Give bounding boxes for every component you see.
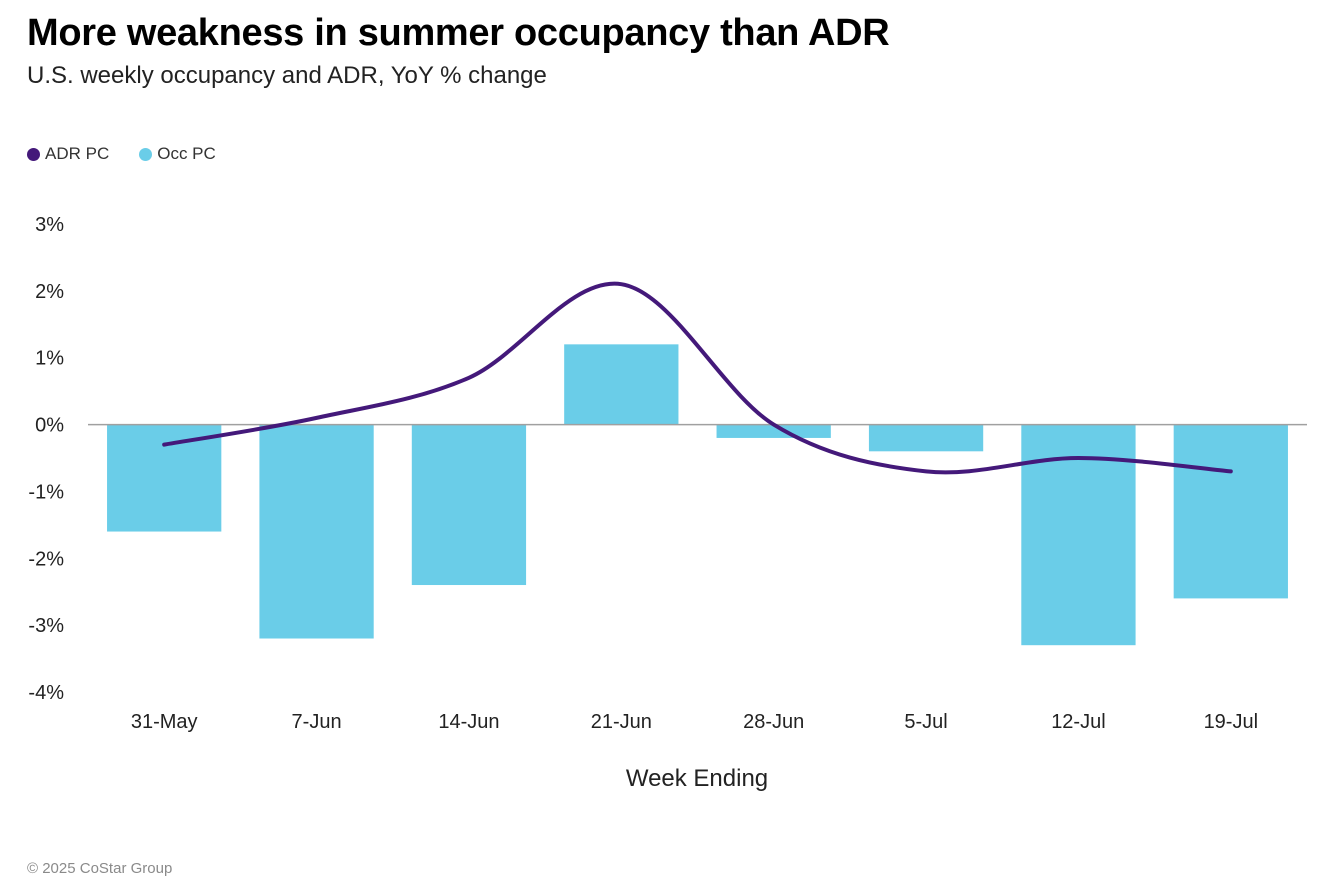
y-tick-label: -4% [28, 682, 64, 704]
x-tick-label: 7-Jun [292, 711, 342, 733]
x-tick-label: 5-Jul [904, 711, 947, 733]
copyright: © 2025 CoStar Group [27, 860, 173, 877]
occ-bar [564, 344, 679, 425]
occ-bar [1173, 424, 1288, 599]
occ-bar [868, 424, 984, 452]
occ-bar [411, 424, 527, 586]
occ-bars [107, 344, 1288, 646]
legend: ADR PC Occ PC [27, 144, 246, 164]
x-tick-label: 19-Jul [1204, 711, 1258, 733]
x-tick-label: 12-Jul [1051, 711, 1105, 733]
x-tick-label: 31-May [131, 711, 198, 733]
y-tick-label: 0% [35, 415, 64, 437]
occ-bar [107, 424, 222, 532]
y-tick-label: 1% [35, 348, 64, 370]
y-axis-ticks: 3% 2% 1% 0% -1% -2% -3% -4% [28, 214, 64, 704]
x-tick-label: 21-Jun [591, 711, 652, 733]
adr-line [162, 281, 1233, 475]
y-tick-label: -3% [28, 615, 64, 637]
legend-item-adr: ADR PC [27, 144, 109, 164]
legend-swatch-occ [139, 147, 153, 161]
x-tick-label: 14-Jun [438, 711, 499, 733]
x-axis-ticks: 31-May 7-Jun 14-Jun 21-Jun 28-Jun 5-Jul 12-Jul… [131, 711, 1258, 733]
x-tick-label: 28-Jun [743, 711, 804, 733]
y-tick-label: 2% [35, 281, 64, 303]
y-tick-label: -1% [28, 481, 64, 503]
y-tick-label: 3% [35, 214, 64, 236]
legend-label-adr: ADR PC [45, 144, 110, 163]
occ-bar [259, 424, 374, 639]
x-axis-label: Week Ending [626, 765, 768, 792]
legend-item-occ: Occ PC [139, 144, 216, 164]
y-tick-label: -2% [28, 548, 64, 570]
legend-swatch-adr [27, 147, 40, 161]
chart-title: More weakness in summer occupancy than A… [27, 12, 890, 54]
chart-subtitle: U.S. weekly occupancy and ADR, YoY % cha… [27, 62, 547, 89]
legend-label-occ: Occ PC [157, 144, 216, 163]
occ-bar [716, 424, 831, 438]
